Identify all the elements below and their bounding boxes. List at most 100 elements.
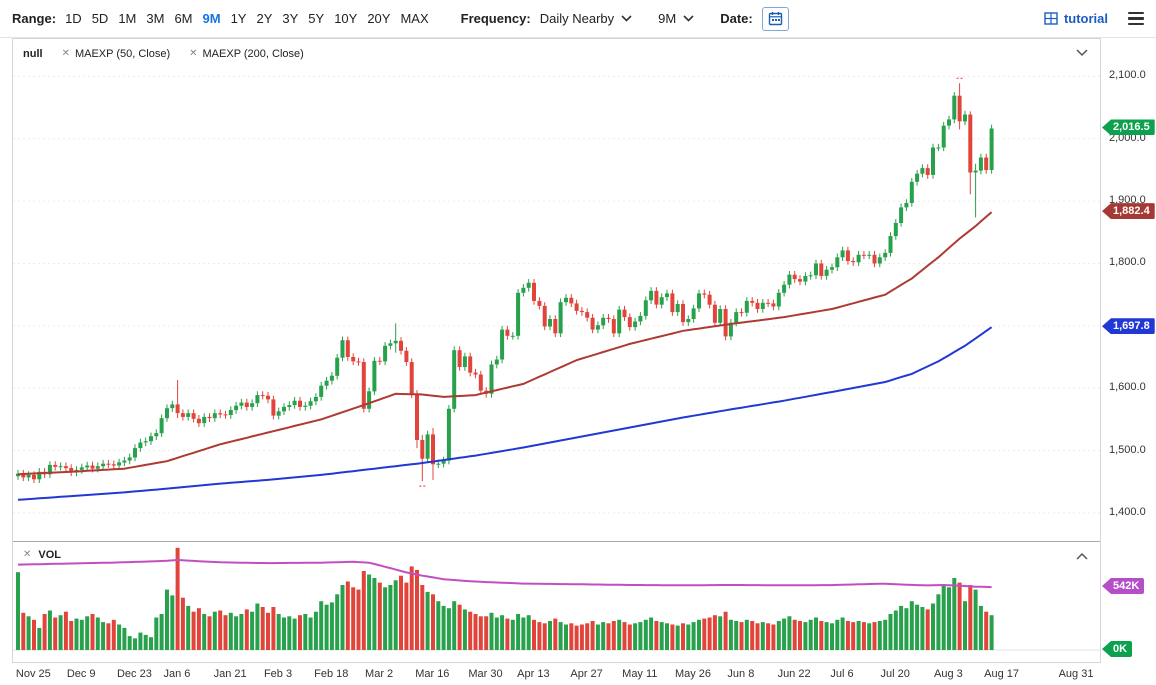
volume-bar: [675, 625, 680, 650]
range-button-1d[interactable]: 1D: [65, 11, 82, 26]
volume-bar: [282, 617, 286, 650]
candle-body: [712, 304, 717, 323]
volume-bar: [180, 597, 185, 650]
volume-bar: [579, 624, 584, 650]
volume-bar: [776, 621, 781, 650]
study-label: MAEXP (50, Close): [74, 48, 171, 60]
expand-pane-button[interactable]: [1076, 552, 1088, 560]
volume-bar: [372, 578, 377, 650]
volume-bar: [654, 621, 659, 650]
candle-body: [473, 372, 478, 375]
range-button-max[interactable]: MAX: [400, 11, 429, 26]
volume-bar: [101, 622, 106, 650]
frequency-select[interactable]: Daily Nearby: [540, 11, 632, 26]
volume-bar: [744, 619, 749, 650]
candle-body: [372, 360, 377, 392]
chart-legend: null ✕ MAEXP (50, Close) ✕ MAEXP (200, C…: [23, 48, 304, 60]
range-button-3m[interactable]: 3M: [146, 11, 165, 26]
volume-bar: [383, 587, 388, 650]
volume-bar: [351, 587, 356, 650]
range-button-5y[interactable]: 5Y: [308, 11, 325, 26]
candle-body: [845, 250, 850, 261]
candle-body: [835, 257, 840, 268]
close-icon[interactable]: ✕: [23, 549, 32, 560]
volume-bar: [53, 617, 58, 650]
volume-bar: [872, 622, 877, 650]
volume-bar: [665, 623, 669, 650]
volume-bar: [760, 622, 765, 650]
volume-bar: [877, 621, 882, 650]
candle-body: [803, 276, 808, 282]
candle-body: [766, 302, 771, 304]
volume-bar: [154, 617, 159, 650]
range-button-1m[interactable]: 1M: [118, 11, 137, 26]
candle-body: [404, 350, 409, 362]
candle-body: [287, 405, 292, 407]
volume-bar: [287, 616, 292, 650]
volume-bar: [532, 619, 536, 650]
volume-bar: [702, 618, 707, 650]
range-button-10y[interactable]: 10Y: [334, 11, 358, 26]
volume-bar: [292, 618, 297, 650]
close-icon[interactable]: ✕: [189, 48, 198, 59]
range-button-20y[interactable]: 20Y: [367, 11, 391, 26]
volume-bar: [755, 623, 760, 650]
candle-body: [861, 254, 866, 256]
range-button-3y[interactable]: 3Y: [282, 11, 299, 26]
period-select[interactable]: 9M: [658, 11, 694, 26]
range-button-2y[interactable]: 2Y: [256, 11, 273, 26]
menu-button[interactable]: [1126, 9, 1146, 29]
volume-bar: [420, 585, 425, 650]
volume-pane: ✕ VOL: [13, 542, 1100, 662]
calendar-icon: [768, 11, 783, 26]
candle-body: [266, 395, 270, 400]
collapse-pane-button[interactable]: [1076, 49, 1088, 57]
candle-body: [383, 345, 388, 362]
candle-body: [212, 413, 217, 419]
volume-bar: [558, 622, 563, 650]
volume-bar: [851, 622, 856, 650]
range-button-5d[interactable]: 5D: [91, 11, 109, 26]
candle-body: [79, 467, 84, 470]
candle-body: [526, 282, 531, 288]
volume-bar: [266, 612, 270, 650]
volume-bar: [58, 615, 63, 650]
volume-bar: [601, 622, 606, 650]
volume-bar: [505, 618, 510, 650]
volume-bar: [723, 611, 728, 650]
y-axis-label: 1,400.0: [1109, 505, 1146, 518]
candle-body: [925, 168, 930, 175]
candle-body: [154, 433, 159, 437]
volume-bar: [159, 614, 164, 650]
volume-bar: [691, 622, 696, 650]
candle-body: [564, 297, 568, 303]
candle-body: [292, 400, 297, 406]
volume-bar: [771, 624, 776, 650]
close-icon[interactable]: ✕: [61, 48, 70, 59]
volume-bar: [564, 624, 568, 650]
volume-bar: [617, 619, 622, 650]
range-button-1y[interactable]: 1Y: [230, 11, 247, 26]
tutorial-link[interactable]: tutorial: [1044, 11, 1108, 26]
candle-body: [973, 170, 978, 173]
candle-body: [441, 460, 446, 464]
volume-bar: [431, 594, 435, 650]
candle-body: [313, 396, 318, 402]
volume-bar: [170, 595, 175, 650]
candle-body: [681, 304, 685, 323]
volume-bar: [819, 621, 824, 650]
candle-body: [143, 441, 148, 443]
volume-bar: [957, 582, 962, 650]
range-button-6m[interactable]: 6M: [174, 11, 193, 26]
volume-bar: [489, 612, 494, 650]
x-axis-label: Apr 13: [517, 668, 550, 680]
candle-body: [191, 413, 196, 419]
volume-bar: [276, 614, 281, 650]
volume-bar: [127, 636, 132, 650]
candle-body: [361, 362, 366, 409]
candle-body: [149, 436, 153, 442]
candle-body: [728, 322, 733, 337]
range-button-9m[interactable]: 9M: [202, 11, 221, 26]
volume-bar: [904, 608, 909, 650]
date-picker-button[interactable]: [761, 6, 789, 31]
